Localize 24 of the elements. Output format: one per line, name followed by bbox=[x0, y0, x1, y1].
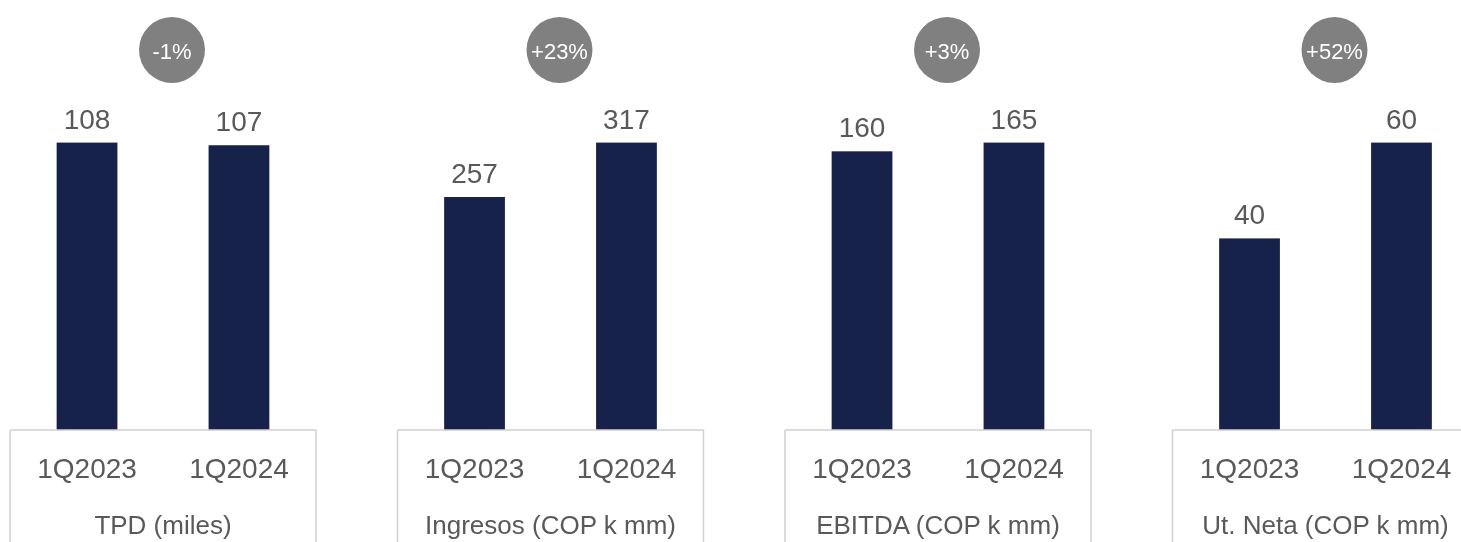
x-axis-title: EBITDA (COP k mm) bbox=[816, 510, 1060, 540]
data-label: 317 bbox=[603, 103, 650, 135]
x-tick-label: 1Q2024 bbox=[189, 453, 289, 484]
x-tick-label: 1Q2024 bbox=[576, 453, 677, 484]
x-tick-label: 1Q2024 bbox=[1351, 453, 1452, 484]
data-label: 165 bbox=[990, 103, 1038, 135]
x-tick-label: 1Q2023 bbox=[1199, 453, 1300, 484]
text: +52% bbox=[1306, 39, 1363, 64]
x-axis-title: Ingresos (COP k mm) bbox=[425, 510, 676, 540]
x-tick-label: 1Q2023 bbox=[812, 453, 912, 484]
data-label: 40 bbox=[1233, 199, 1266, 231]
text: +3% bbox=[924, 39, 970, 64]
text: +23% bbox=[531, 39, 588, 64]
x-tick-label: 1Q2023 bbox=[37, 453, 137, 484]
text: -1% bbox=[152, 39, 192, 64]
data-label: 60 bbox=[1385, 103, 1418, 135]
x-tick-label: 1Q2023 bbox=[424, 453, 525, 484]
data-label: 107 bbox=[215, 106, 263, 138]
data-label: 257 bbox=[451, 158, 498, 189]
x-axis-title: TPD (miles) bbox=[94, 510, 232, 540]
data-label: 160 bbox=[838, 112, 886, 144]
data-label: 108 bbox=[63, 103, 111, 135]
x-tick-label: 1Q2024 bbox=[964, 453, 1064, 484]
x-axis-title: Ut. Neta (COP k mm) bbox=[1202, 510, 1449, 540]
